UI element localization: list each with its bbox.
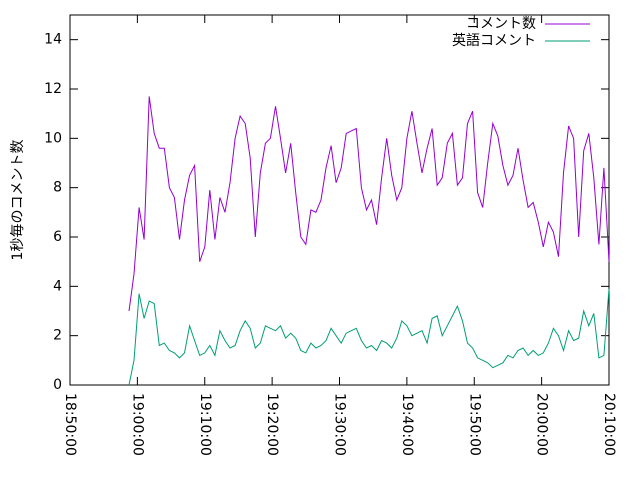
x-tick-label: 20:10:00 [601,393,617,456]
y-tick-label: 10 [44,130,62,146]
x-tick-label: 19:40:00 [399,393,415,456]
x-tick-label: 19:20:00 [264,393,280,456]
x-tick-label: 19:50:00 [466,393,482,456]
y-tick-label: 2 [53,328,62,344]
legend-label: コメント数 [466,16,536,32]
y-tick-label: 4 [53,278,62,294]
y-tick-label: 6 [53,229,62,245]
x-tick-label: 20:00:00 [534,393,550,456]
plot-border [69,14,610,386]
y-tick-label: 14 [44,32,62,48]
x-tick-label: 19:10:00 [197,393,213,456]
line-series [128,288,610,386]
y-axis-label: 1秒毎のコメント数 [10,140,26,261]
line-series [128,96,610,312]
y-tick-label: 12 [44,81,62,97]
y-tick-label: 8 [53,180,62,196]
y-tick-label: 0 [53,377,62,393]
x-tick-label: 19:00:00 [129,393,145,456]
x-tick-label: 18:50:00 [62,393,78,456]
x-tick-label: 19:30:00 [332,393,348,456]
legend-label: 英語コメント [452,32,536,49]
